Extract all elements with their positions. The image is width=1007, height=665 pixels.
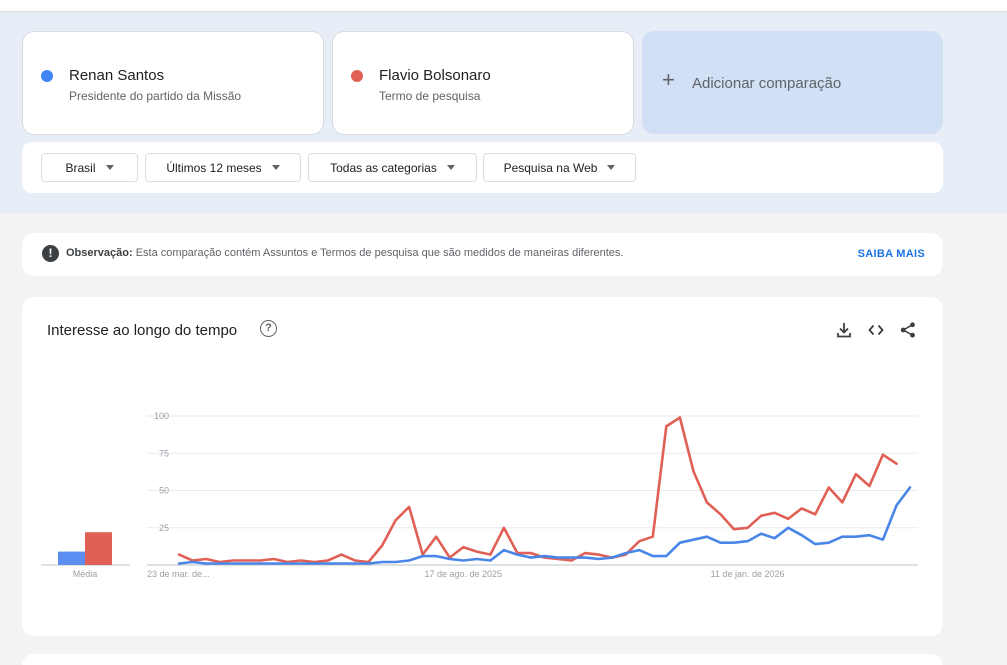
term-name: Flavio Bolsonaro — [379, 67, 491, 84]
plus-icon: + — [662, 67, 675, 92]
filter-label: Últimos 12 meses — [166, 160, 262, 175]
filter-region[interactable]: Brasil — [41, 153, 138, 182]
x-tick-label: 17 de ago. de 2025 — [424, 569, 502, 579]
note-text: Observação: Esta comparação contém Assun… — [66, 247, 623, 259]
embed-code-icon[interactable] — [867, 321, 885, 339]
next-card — [22, 654, 943, 665]
x-tick-label: 23 de mar. de... — [147, 569, 210, 579]
x-tick-label: 11 de jan. de 2026 — [711, 569, 785, 579]
chart-title: Interesse ao longo do tempo — [47, 322, 238, 339]
top-strip — [0, 0, 1007, 12]
learn-more-link[interactable]: SAIBA MAIS — [857, 248, 925, 260]
y-tick-label: 25 — [159, 523, 169, 533]
average-bar — [58, 551, 85, 565]
note-banner: ! Observação: Esta comparação contém Ass… — [22, 233, 943, 276]
caret-down-icon — [105, 165, 114, 170]
filter-label: Pesquisa na Web — [503, 160, 598, 175]
filters-bar: Brasil Últimos 12 meses Todas as categor… — [22, 142, 943, 193]
caret-down-icon — [607, 165, 616, 170]
add-comparison-label: Adicionar comparação — [692, 75, 842, 92]
exclamation-icon: ! — [42, 245, 59, 262]
y-tick-label: 50 — [159, 486, 169, 496]
line-chart: 25 50 75 100 Média 23 de mar. de... 17 de ag… — [41, 411, 918, 579]
term-subtitle: Termo de pesquisa — [379, 89, 481, 103]
y-tick-label: 100 — [154, 411, 169, 421]
download-icon[interactable] — [835, 321, 853, 339]
term-card-flavio[interactable]: Flavio Bolsonaro Termo de pesquisa — [332, 31, 634, 135]
caret-down-icon — [446, 165, 455, 170]
share-icon[interactable] — [899, 321, 917, 339]
filter-label: Todas as categorias — [330, 160, 437, 175]
add-comparison-button[interactable]: + Adicionar comparação — [642, 31, 943, 134]
term-subtitle: Presidente do partido da Missão — [69, 89, 242, 103]
filter-search-type[interactable]: Pesquisa na Web — [483, 153, 636, 182]
average-bar — [85, 532, 112, 565]
series-color-dot — [351, 70, 363, 82]
filter-label: Brasil — [65, 160, 96, 175]
series-color-dot — [41, 70, 53, 82]
interest-over-time-card: Interesse ao longo do tempo ? 25 50 75 100 … — [22, 297, 943, 636]
note-label: Observação: — [66, 247, 133, 259]
help-icon[interactable]: ? — [260, 320, 277, 337]
caret-down-icon — [271, 165, 280, 170]
filter-category[interactable]: Todas as categorias — [308, 153, 477, 182]
y-tick-label: 75 — [159, 448, 169, 458]
term-name: Renan Santos — [69, 67, 165, 84]
note-body: Esta comparação contém Assuntos e Termos… — [135, 247, 624, 259]
series-line — [177, 416, 898, 564]
term-card-renan[interactable]: Renan Santos Presidente do partido da Mi… — [22, 31, 324, 135]
series-line — [177, 486, 912, 565]
average-label: Média — [73, 569, 98, 579]
filter-time-range[interactable]: Últimos 12 meses — [145, 153, 301, 182]
